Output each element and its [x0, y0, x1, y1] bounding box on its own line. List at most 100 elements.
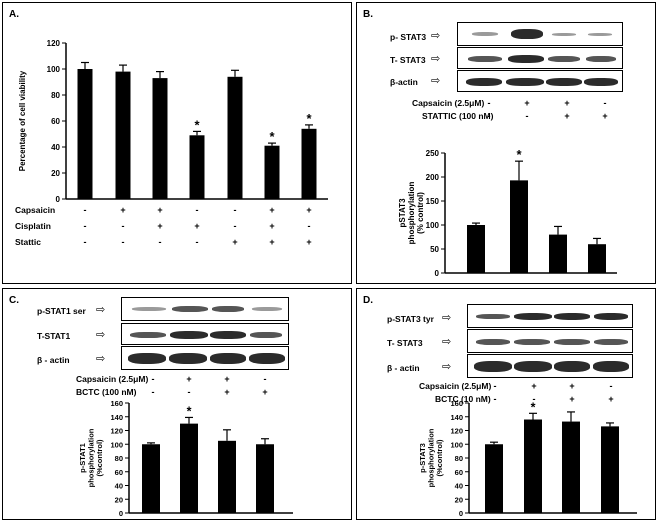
condition-sign: +: [269, 205, 274, 215]
blot-label-1: p- STAT3: [390, 32, 427, 42]
y-tick-label: 160: [450, 399, 463, 408]
panel-b: B. p- STAT3 ⇨ T- STAT3 ⇨ β-actin ⇨ Capsa…: [356, 2, 656, 284]
treatment-label-2: STATTIC (100 nM): [422, 111, 494, 121]
arrow-icon: ⇨: [431, 75, 441, 87]
arrow-icon: ⇨: [431, 53, 441, 65]
y-tick-label: 120: [47, 39, 61, 48]
y-axis-label: p-STAT1phosphorylation(%control): [78, 428, 104, 487]
bar: [152, 78, 168, 199]
condition-sign: +: [120, 205, 125, 215]
condition-label: Stattic: [15, 237, 41, 247]
bar: [189, 135, 205, 199]
panel-a: A. 0 20 40 60 80 100 120 Percentage of cell via…: [2, 2, 352, 284]
y-tick-label: 60: [115, 468, 123, 477]
blot-label-1: p-STAT1 ser: [37, 306, 86, 316]
y-tick-label: 100: [47, 65, 61, 74]
significance-star: *: [194, 117, 200, 132]
arrow-icon: ⇨: [442, 312, 452, 324]
sign: -: [263, 374, 267, 384]
y-tick-label: 140: [110, 413, 123, 422]
sign: +: [569, 381, 575, 391]
treatment-label-2: BCTC (100 nM): [76, 387, 137, 397]
arrow-icon: ⇨: [96, 304, 106, 316]
y-tick-label: 160: [110, 399, 123, 408]
y-tick-label: 50: [430, 245, 439, 254]
significance-star: *: [516, 147, 522, 162]
y-tick-label: 60: [51, 117, 60, 126]
sign: -: [532, 394, 536, 404]
sign: +: [224, 387, 230, 397]
blot-label-3: β-actin: [390, 77, 418, 87]
condition-sign: +: [194, 221, 199, 231]
y-tick-label: 80: [115, 454, 123, 463]
y-tick-label: 80: [455, 454, 463, 463]
bar: [524, 419, 542, 513]
blot-image-3: [121, 346, 289, 370]
y-axis-label: Percentage of cell viability: [18, 70, 27, 171]
condition-sign: +: [232, 237, 237, 247]
sign: +: [602, 111, 608, 121]
condition-sign: -: [159, 237, 162, 247]
bar: [601, 426, 619, 513]
sign: +: [564, 111, 570, 121]
treatment-label-2: BCTC (10 nM): [435, 394, 491, 404]
bar: [142, 444, 160, 513]
condition-sign: -: [122, 221, 125, 231]
y-tick-label: 20: [51, 169, 60, 178]
sign: +: [262, 387, 268, 397]
y-tick-label: 0: [459, 509, 463, 518]
y-tick-label: 120: [110, 427, 123, 436]
y-tick-label: 0: [56, 195, 61, 204]
sign: -: [487, 98, 491, 108]
arrow-icon: ⇨: [442, 361, 452, 373]
bar: [588, 244, 606, 273]
condition-sign: -: [84, 205, 87, 215]
condition-sign: +: [157, 221, 162, 231]
significance-star: *: [187, 404, 192, 418]
blot-label-3: β - actin: [37, 355, 70, 365]
sign: +: [569, 394, 575, 404]
panel-b-label: B.: [363, 9, 373, 20]
significance-star: *: [531, 400, 536, 414]
sign: -: [187, 387, 191, 397]
y-tick-label: 100: [450, 440, 463, 449]
treatment-label-1: Capsaicin (2.5μM): [76, 374, 149, 384]
sign: -: [525, 111, 529, 121]
arrow-icon: ⇨: [96, 329, 106, 341]
blot-label-2: T-STAT1: [37, 331, 71, 341]
y-tick-label: 0: [119, 509, 123, 518]
condition-sign: +: [157, 205, 162, 215]
y-tick-label: 100: [426, 221, 440, 230]
y-tick-label: 150: [426, 197, 440, 206]
y-tick-label: 140: [450, 413, 463, 422]
treatment-label-1: Capsaicin (2.5μM): [412, 98, 485, 108]
blot-label-1: p-STAT3 tyr: [387, 314, 434, 324]
sign: +: [186, 374, 192, 384]
condition-sign: -: [84, 237, 87, 247]
bar: [218, 440, 236, 513]
bar: [510, 180, 528, 273]
panel-d-label: D.: [363, 295, 373, 306]
y-axis-label: pSTAT3phosphorylation(% control): [398, 182, 425, 245]
condition-sign: -: [234, 221, 237, 231]
sign: +: [224, 374, 230, 384]
blot-image-2: [457, 47, 623, 69]
arrow-icon: ⇨: [442, 336, 452, 348]
sign: +: [524, 98, 530, 108]
panel-b-chart: 0 50 100 150 200 250 pSTAT3phosphorylation(% c…: [398, 147, 617, 278]
sign: -: [603, 98, 607, 108]
sign: +: [608, 394, 614, 404]
panel-c-chart: 0 20 40 60 80 100 120 140 160 p-STAT1phosphorylat…: [78, 399, 293, 518]
condition-sign: -: [196, 237, 199, 247]
significance-star: *: [269, 129, 275, 144]
condition-label: Cisplatin: [15, 221, 51, 231]
blot-image-2: [121, 323, 289, 345]
condition-sign: -: [308, 221, 311, 231]
treatment-label-1: Capsaicin (2.5μM): [419, 381, 492, 391]
panel-c: C. p-STAT1 ser ⇨ T-STAT1 ⇨ β - actin ⇨ C…: [2, 288, 352, 520]
y-tick-label: 60: [455, 468, 463, 477]
y-tick-label: 100: [110, 440, 123, 449]
y-tick-label: 200: [426, 173, 440, 182]
blot-image-3: [467, 354, 633, 378]
sign: +: [531, 381, 537, 391]
